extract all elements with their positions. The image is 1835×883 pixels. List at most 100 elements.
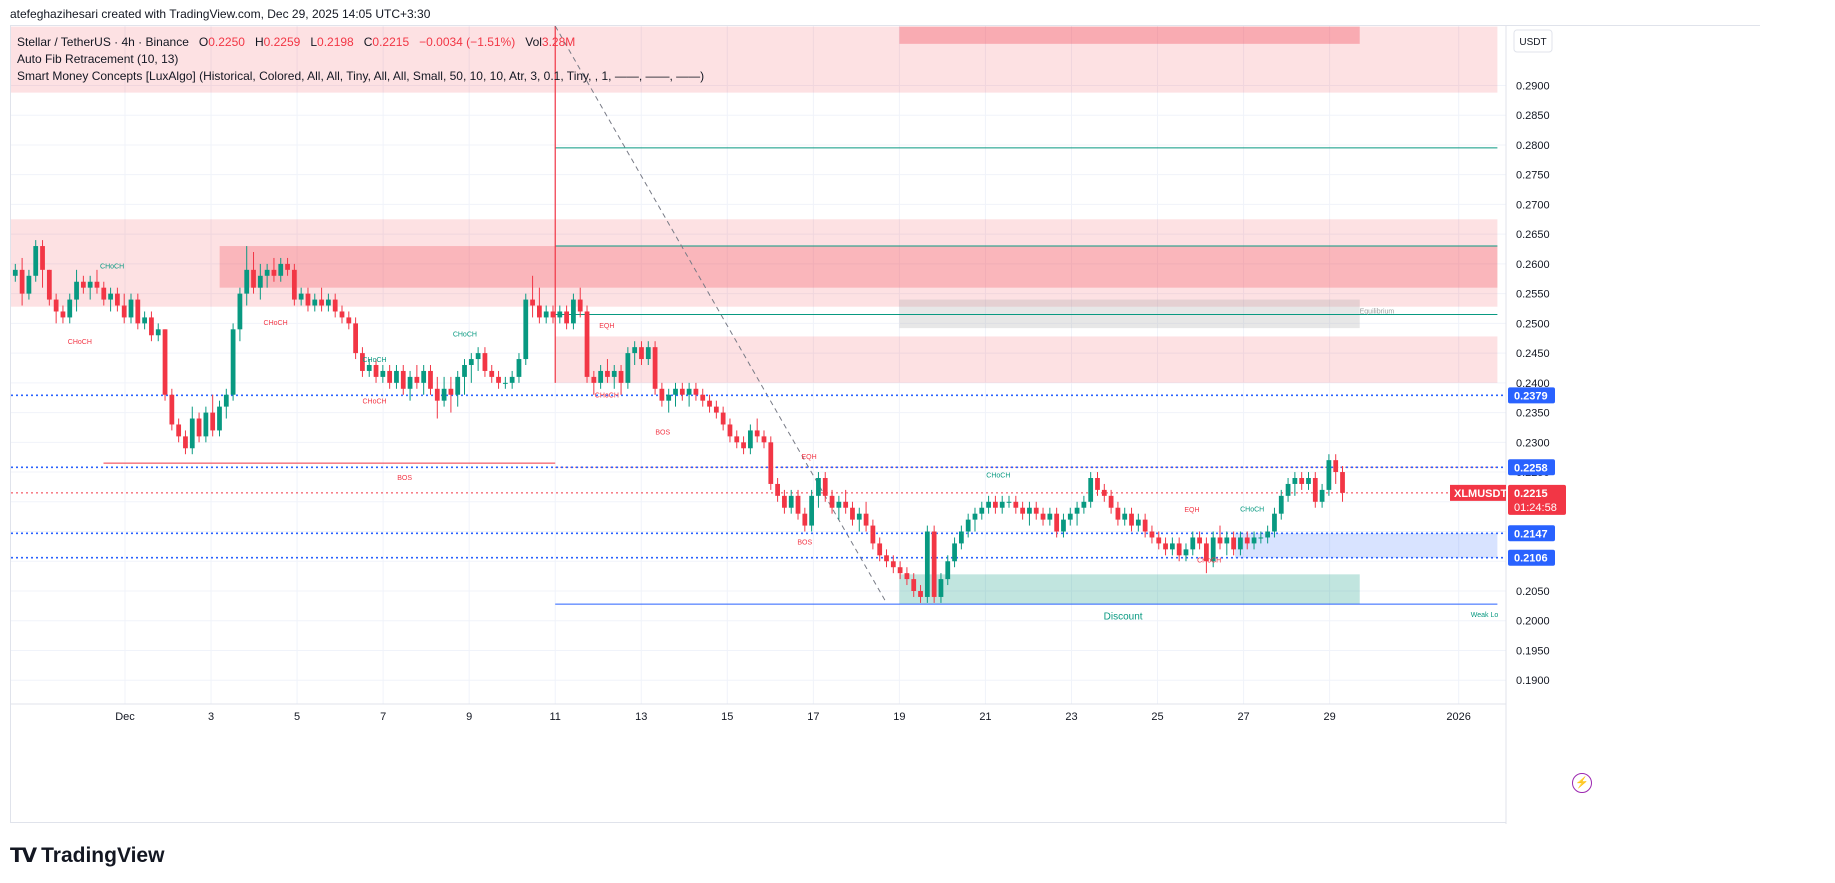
- candle-body[interactable]: [816, 478, 821, 496]
- candle-body[interactable]: [80, 281, 86, 288]
- candle-body[interactable]: [19, 269, 25, 294]
- candle-body[interactable]: [639, 347, 644, 360]
- candle-body[interactable]: [264, 269, 270, 276]
- candle-body[interactable]: [346, 317, 352, 324]
- candle-body[interactable]: [1299, 478, 1305, 484]
- candle-body[interactable]: [149, 317, 154, 336]
- candle-body[interactable]: [468, 359, 474, 365]
- candle-body[interactable]: [339, 311, 345, 318]
- candle-body[interactable]: [1027, 507, 1032, 514]
- candle-body[interactable]: [12, 269, 18, 276]
- candle-body[interactable]: [734, 436, 740, 443]
- chart-frame[interactable]: CHoCH CHoCH CHoCH CHoCH CHoCH CHoCH EQH CHoCH BO…: [10, 25, 1761, 824]
- candle-body[interactable]: [809, 495, 815, 526]
- candle-body[interactable]: [108, 293, 113, 300]
- candle-body[interactable]: [1272, 513, 1277, 532]
- candle-body[interactable]: [918, 591, 923, 597]
- candle-body[interactable]: [652, 347, 658, 389]
- candle-body[interactable]: [1142, 519, 1148, 532]
- candle-body[interactable]: [40, 246, 45, 270]
- candle-body[interactable]: [1108, 495, 1114, 508]
- candle-body[interactable]: [890, 561, 896, 568]
- candle-body[interactable]: [829, 495, 835, 508]
- candle-body[interactable]: [822, 478, 828, 496]
- candle-body[interactable]: [768, 442, 774, 484]
- candle-body[interactable]: [428, 370, 433, 389]
- candle-body[interactable]: [550, 311, 556, 318]
- indicator-smc[interactable]: Smart Money Concepts [LuxAlgo] (Historic…: [17, 69, 705, 83]
- candle-body[interactable]: [1074, 507, 1080, 514]
- candle-body[interactable]: [952, 543, 957, 562]
- candle-body[interactable]: [571, 299, 576, 324]
- candle-body[interactable]: [1122, 513, 1128, 520]
- candle-body[interactable]: [618, 370, 624, 383]
- candle-body[interactable]: [700, 394, 706, 401]
- candle-body[interactable]: [802, 513, 808, 526]
- candle-body[interactable]: [1101, 489, 1107, 496]
- candle-body[interactable]: [223, 394, 229, 407]
- candle-body[interactable]: [1190, 537, 1196, 550]
- candle-body[interactable]: [210, 412, 216, 431]
- candle-body[interactable]: [877, 543, 883, 556]
- candle-body[interactable]: [632, 347, 638, 354]
- candle-body[interactable]: [509, 376, 515, 383]
- candle-body[interactable]: [782, 495, 787, 508]
- candle-body[interactable]: [1210, 537, 1216, 562]
- candle-body[interactable]: [366, 365, 372, 371]
- candle-body[interactable]: [795, 495, 801, 514]
- candle-body[interactable]: [94, 281, 100, 288]
- candle-body[interactable]: [611, 370, 617, 377]
- candle-body[interactable]: [537, 305, 542, 318]
- candle-body[interactable]: [373, 365, 379, 377]
- candle-body[interactable]: [863, 513, 869, 526]
- candle-body[interactable]: [257, 275, 263, 288]
- candle-body[interactable]: [196, 418, 202, 437]
- candle-body[interactable]: [1340, 472, 1345, 493]
- candle-body[interactable]: [584, 311, 590, 377]
- candle-body[interactable]: [645, 347, 651, 360]
- candle-body[interactable]: [1278, 495, 1284, 514]
- candle-body[interactable]: [387, 370, 393, 383]
- candle-body[interactable]: [1312, 478, 1318, 502]
- candle-body[interactable]: [754, 430, 760, 437]
- candle-body[interactable]: [496, 376, 501, 383]
- candle-body[interactable]: [353, 323, 358, 354]
- candle-body[interactable]: [727, 424, 733, 437]
- candle-body[interactable]: [60, 311, 66, 318]
- candle-body[interactable]: [1204, 543, 1209, 562]
- candle-body[interactable]: [74, 281, 79, 300]
- candle-body[interactable]: [543, 311, 549, 318]
- candle-body[interactable]: [686, 388, 692, 395]
- candle-body[interactable]: [904, 573, 910, 580]
- candle-body[interactable]: [414, 376, 420, 383]
- candle-body[interactable]: [1047, 513, 1053, 520]
- candle-body[interactable]: [1319, 489, 1325, 502]
- candle-body[interactable]: [1020, 507, 1026, 514]
- candle-body[interactable]: [931, 531, 937, 597]
- candle-body[interactable]: [965, 519, 971, 532]
- candle-body[interactable]: [1231, 537, 1237, 550]
- candle-body[interactable]: [162, 329, 168, 395]
- candle-body[interactable]: [1033, 507, 1039, 514]
- candle-body[interactable]: [1251, 537, 1257, 544]
- candle-body[interactable]: [332, 299, 338, 312]
- candle-body[interactable]: [1163, 543, 1168, 550]
- candle-body[interactable]: [530, 299, 535, 306]
- candle-body[interactable]: [516, 359, 522, 377]
- candle-body[interactable]: [713, 406, 719, 413]
- candle-body[interactable]: [1054, 513, 1060, 532]
- candle-body[interactable]: [87, 281, 93, 288]
- candle-body[interactable]: [1176, 543, 1182, 556]
- candle-body[interactable]: [1224, 537, 1230, 544]
- candle-body[interactable]: [666, 394, 672, 401]
- candle-body[interactable]: [1129, 513, 1134, 526]
- candle-body[interactable]: [1197, 537, 1202, 544]
- candle-body[interactable]: [1238, 537, 1243, 550]
- candle-body[interactable]: [1265, 531, 1271, 538]
- candle-body[interactable]: [135, 299, 141, 324]
- candle-body[interactable]: [169, 394, 175, 425]
- candle-body[interactable]: [1013, 501, 1019, 508]
- candle-body[interactable]: [475, 353, 481, 360]
- candle-body[interactable]: [1061, 519, 1066, 532]
- candle-body[interactable]: [1306, 478, 1311, 484]
